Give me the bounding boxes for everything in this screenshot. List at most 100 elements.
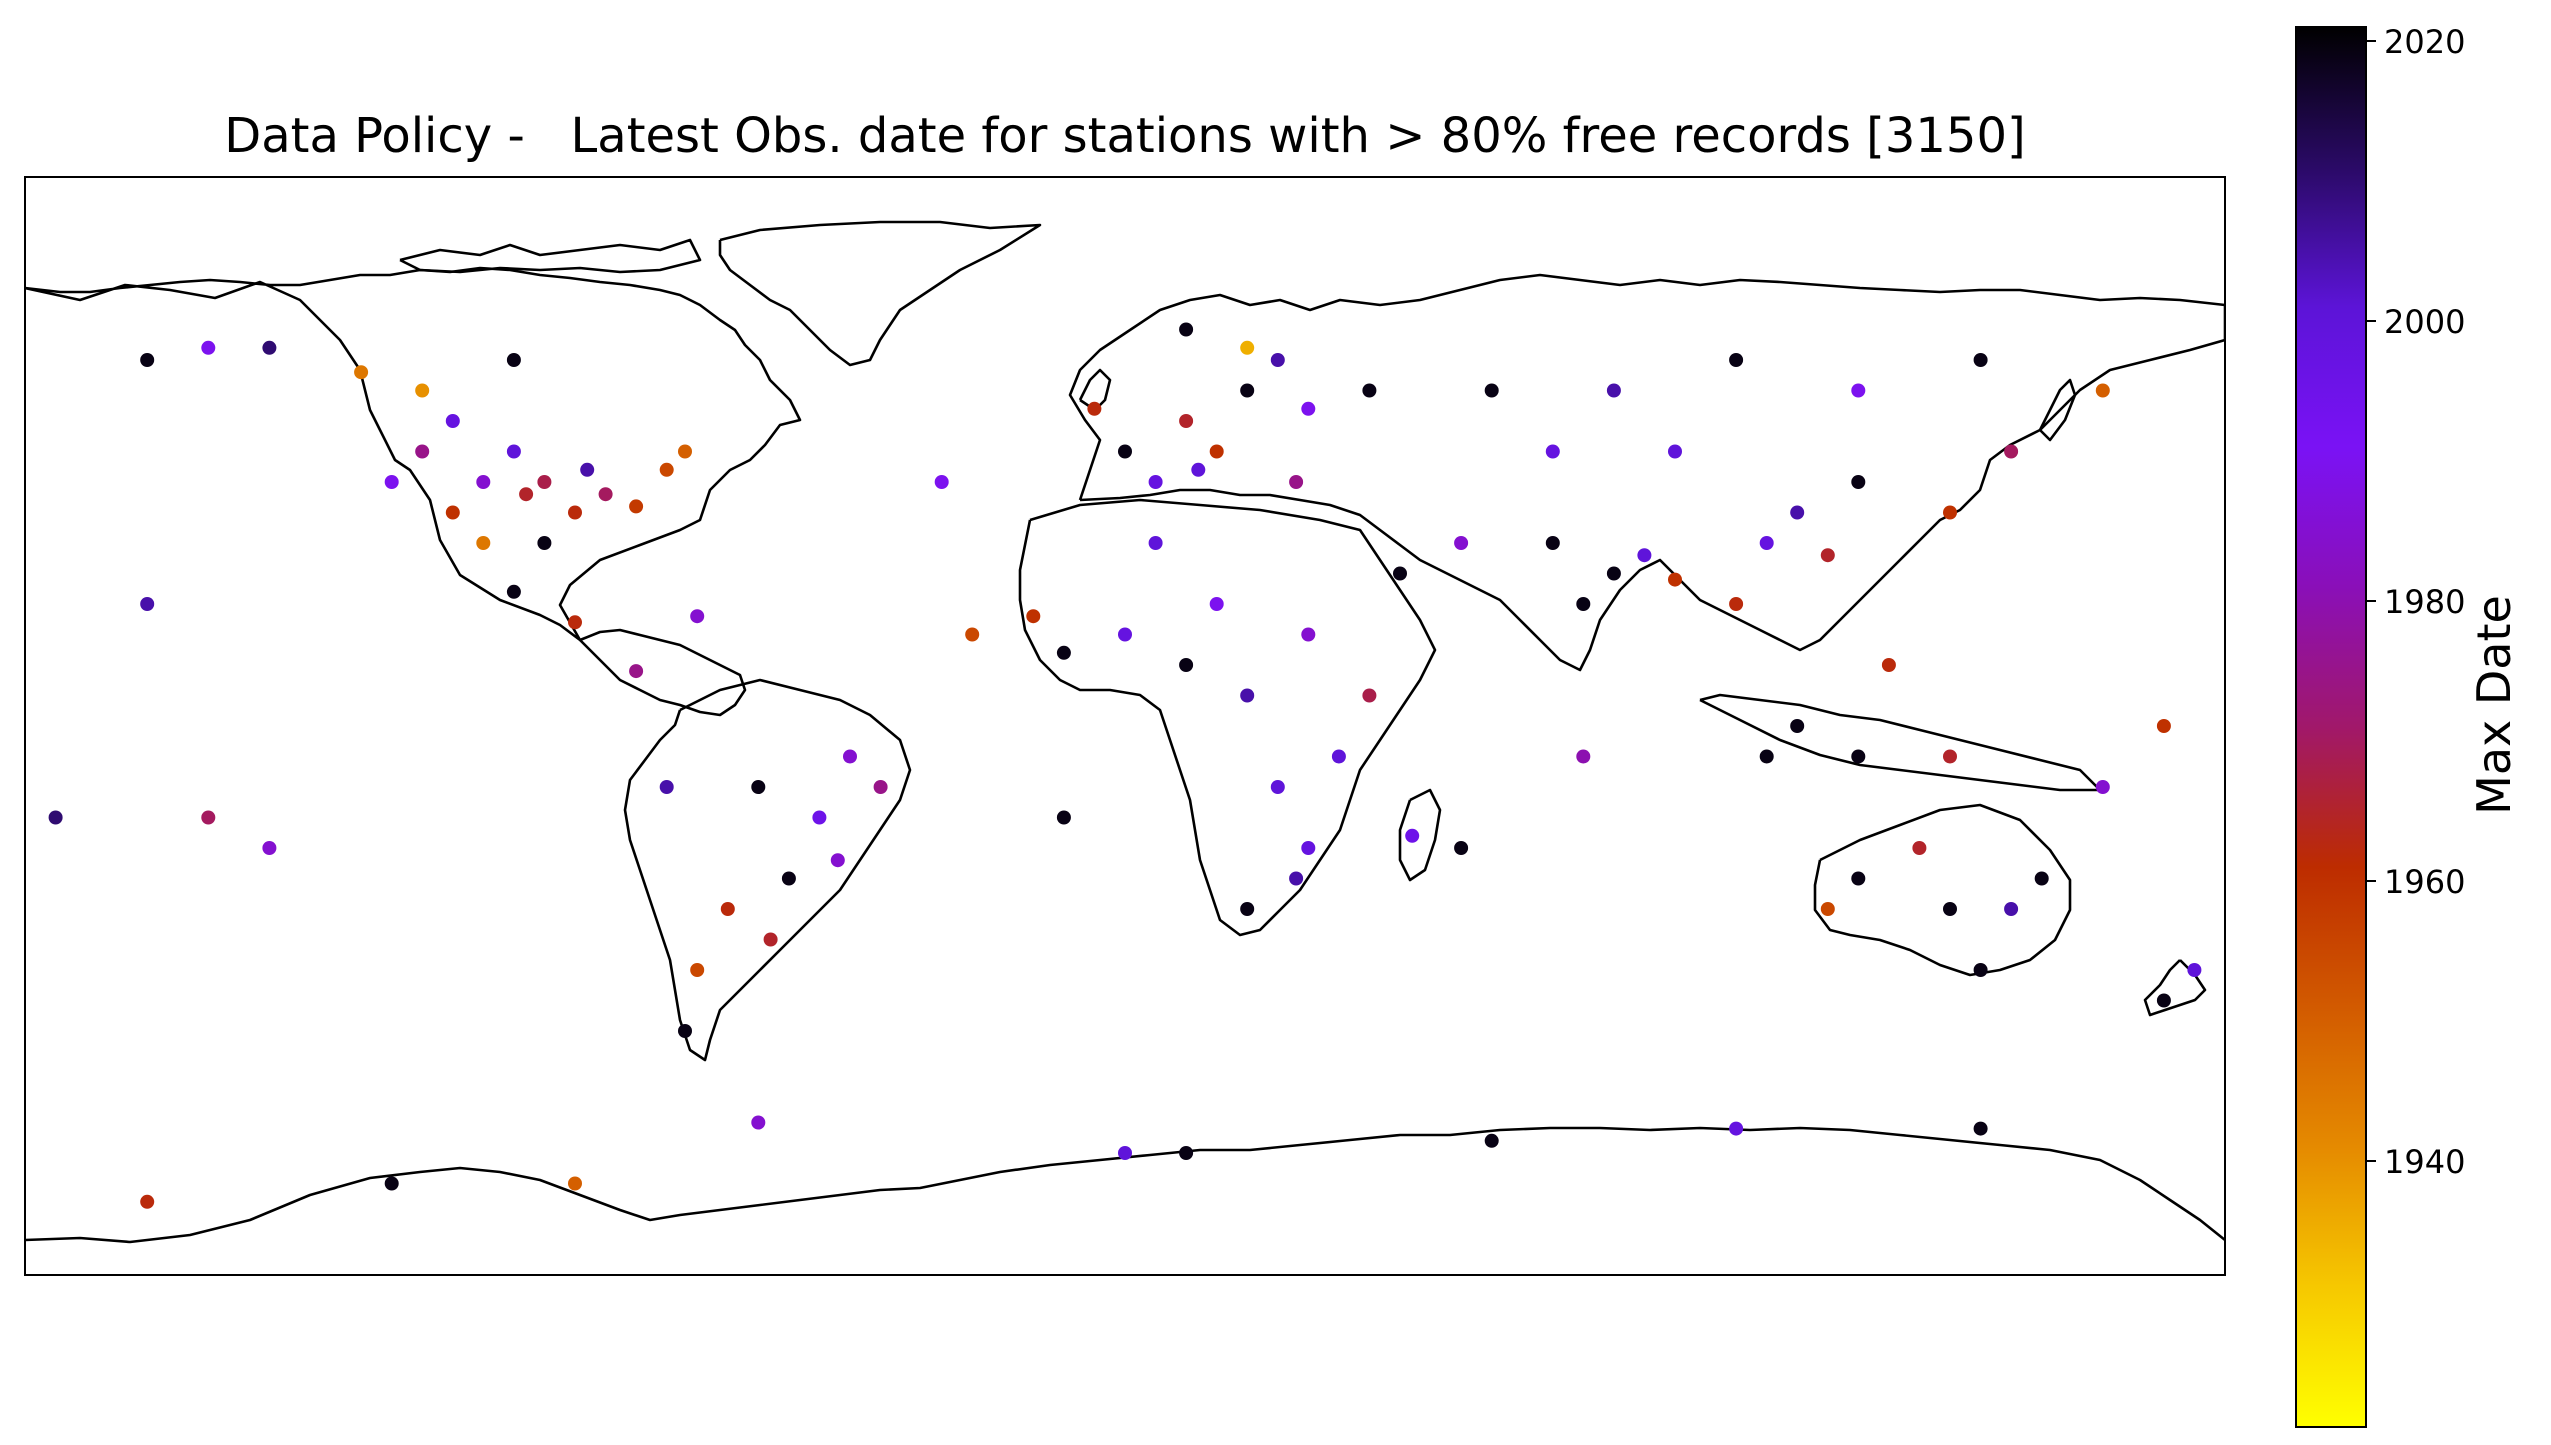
station-point xyxy=(506,353,521,367)
station-point xyxy=(659,462,674,477)
station-point xyxy=(2004,444,2019,459)
station-point xyxy=(1973,963,1988,977)
colorbar-tick-label: 2000 xyxy=(2384,303,2465,341)
map-frame xyxy=(24,176,2226,1276)
station-point xyxy=(519,487,534,502)
station-point xyxy=(384,1176,399,1191)
station-point xyxy=(1851,749,1866,764)
station-point xyxy=(1943,749,1957,764)
station-point xyxy=(2095,383,2110,398)
station-point xyxy=(1289,871,1304,886)
station-point xyxy=(629,499,644,514)
station-point xyxy=(1056,810,1071,825)
coastline-africa xyxy=(1018,498,1437,937)
station-point xyxy=(690,609,705,624)
colorbar-tick-label: 1980 xyxy=(2384,583,2465,621)
station-point xyxy=(1668,572,1682,587)
station-point xyxy=(1301,841,1316,855)
station-point xyxy=(1729,353,1744,367)
station-point xyxy=(1191,462,1206,477)
station-point xyxy=(678,1024,692,1038)
station-point xyxy=(445,414,460,428)
station-point xyxy=(1209,597,1224,611)
station-point xyxy=(201,340,216,355)
chart-title: Data Policy - Latest Obs. date for stati… xyxy=(224,108,2025,164)
station-point xyxy=(568,615,582,630)
station-point xyxy=(1973,1121,1988,1136)
station-point xyxy=(598,487,613,502)
station-point xyxy=(2156,993,2171,1008)
station-point xyxy=(1576,597,1591,611)
colorbar-label: Max Date xyxy=(2467,595,2521,815)
coastline-madagascar xyxy=(1398,788,1442,882)
station-point xyxy=(262,340,277,355)
station-point xyxy=(1148,475,1163,489)
station-point xyxy=(1289,475,1304,489)
station-point xyxy=(1668,444,1682,459)
station-point xyxy=(1637,548,1652,563)
station-point xyxy=(506,584,521,599)
coastline-antarctica xyxy=(25,1126,2225,1244)
coastline-japan xyxy=(2038,378,2077,442)
station-point xyxy=(873,780,888,794)
station-point xyxy=(1118,444,1132,459)
station-point xyxy=(1118,627,1132,642)
station-point xyxy=(1179,1146,1194,1160)
station-point xyxy=(763,932,778,947)
station-point xyxy=(1087,401,1102,416)
station-point xyxy=(1331,749,1346,764)
station-point xyxy=(1790,505,1805,520)
station-point xyxy=(1179,322,1194,337)
station-point xyxy=(580,462,595,477)
station-point xyxy=(1484,1133,1499,1148)
colorbar-tick-label: 2020 xyxy=(2384,23,2465,61)
station-point xyxy=(830,853,845,868)
station-point xyxy=(1729,597,1744,611)
station-point xyxy=(1405,828,1420,843)
station-point xyxy=(1270,353,1285,367)
station-point xyxy=(568,1176,582,1191)
coastline-central-america xyxy=(579,628,747,717)
station-point xyxy=(445,505,460,520)
station-point xyxy=(659,780,674,794)
station-point xyxy=(1606,383,1621,398)
station-point xyxy=(1545,444,1560,459)
station-point xyxy=(1179,658,1194,672)
coastline-north-america xyxy=(25,266,802,642)
station-point xyxy=(1056,645,1071,660)
station-point xyxy=(1240,902,1255,916)
coastline-greenland xyxy=(718,220,1042,367)
station-point xyxy=(1362,383,1377,398)
station-point xyxy=(1301,627,1316,642)
station-point xyxy=(1973,353,1988,367)
station-point xyxy=(1943,902,1957,916)
station-point xyxy=(1943,505,1957,520)
station-point xyxy=(781,871,796,886)
station-point xyxy=(1759,536,1774,550)
station-point xyxy=(1026,609,1041,624)
station-point xyxy=(415,444,430,459)
station-point xyxy=(2187,963,2202,977)
station-point xyxy=(812,810,827,825)
station-point xyxy=(1912,841,1927,855)
station-point xyxy=(140,353,155,367)
station-point xyxy=(476,536,491,550)
station-point xyxy=(506,444,521,459)
colorbar-tick-label: 1960 xyxy=(2384,863,2465,901)
station-point xyxy=(1240,383,1255,398)
station-point xyxy=(1270,780,1285,794)
colorbar: 1940 1960 1980 2000 2020 Max Date xyxy=(2295,23,2521,1428)
station-point xyxy=(1820,548,1835,563)
station-point xyxy=(1851,475,1866,489)
station-point xyxy=(1240,688,1255,703)
station-point xyxy=(751,780,766,794)
station-point xyxy=(720,902,735,916)
station-point xyxy=(415,383,430,398)
station-point xyxy=(1881,658,1896,672)
station-point xyxy=(1362,688,1377,703)
coastline-south-america xyxy=(623,678,912,1062)
station-point xyxy=(1118,1146,1132,1160)
coastline-arctic-islands xyxy=(399,238,702,274)
